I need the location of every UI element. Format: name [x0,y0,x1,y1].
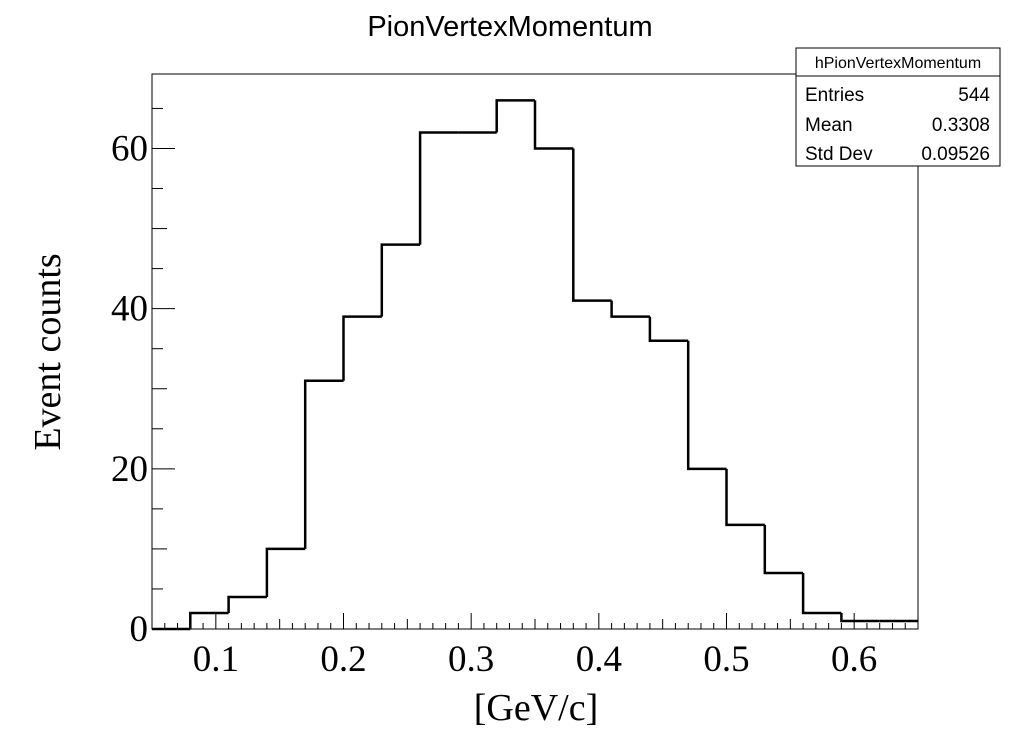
y-axis: 0 20 40 60 [111,107,175,650]
y-tick-label: 60 [111,128,148,169]
histogram-bin [610,300,650,318]
y-tick-label: 40 [111,289,148,330]
histogram-bin [303,379,344,549]
histogram-bin [189,611,229,629]
chart-title: PionVertexMomentum [367,11,652,43]
x-tick-label: 0.6 [831,639,877,680]
histogram-bin [342,315,382,381]
stats-box-frame [795,47,1001,167]
histogram-bin [265,547,306,597]
histogram-bins [152,99,918,631]
stats-entries-value: 544 [958,85,990,106]
x-tick-label: 0.2 [320,639,366,680]
histogram-bin [725,468,765,527]
stats-box: hPionVertexMomentum Entries 544 Mean 0.3… [795,47,1001,167]
histogram-bin [840,612,880,623]
x-tick-label: 0.5 [703,639,749,680]
x-axis-title: [GeV/c] [474,687,598,729]
histogram-bin [418,131,459,245]
x-tick-label: 0.4 [576,639,622,680]
stats-stddev-value: 0.09526 [921,144,990,165]
histogram-bin [801,572,842,615]
histogram-bin [380,243,421,317]
stats-mean-value: 0.3308 [932,115,990,136]
x-tick-label: 0.3 [448,639,494,680]
y-tick-label: 20 [111,449,148,490]
stats-stddev-label: Std Dev [805,144,873,165]
stats-mean-label: Mean [805,115,853,136]
histogram-bin [686,340,727,471]
stats-box-name: hPionVertexMomentum [815,55,981,72]
x-axis: 0.1 0.2 0.3 0.4 0.5 0.6 [151,613,919,680]
histogram-bin [533,100,574,150]
y-axis-title: Event counts [27,253,69,450]
histogram-bin [227,595,267,613]
histogram-bin [495,99,535,133]
histogram-bin [648,316,689,342]
y-tick-label: 0 [130,609,149,650]
stats-entries-label: Entries [805,85,864,106]
histogram-bin [572,148,612,302]
x-tick-label: 0.1 [193,639,239,680]
histogram-bin [763,524,804,575]
